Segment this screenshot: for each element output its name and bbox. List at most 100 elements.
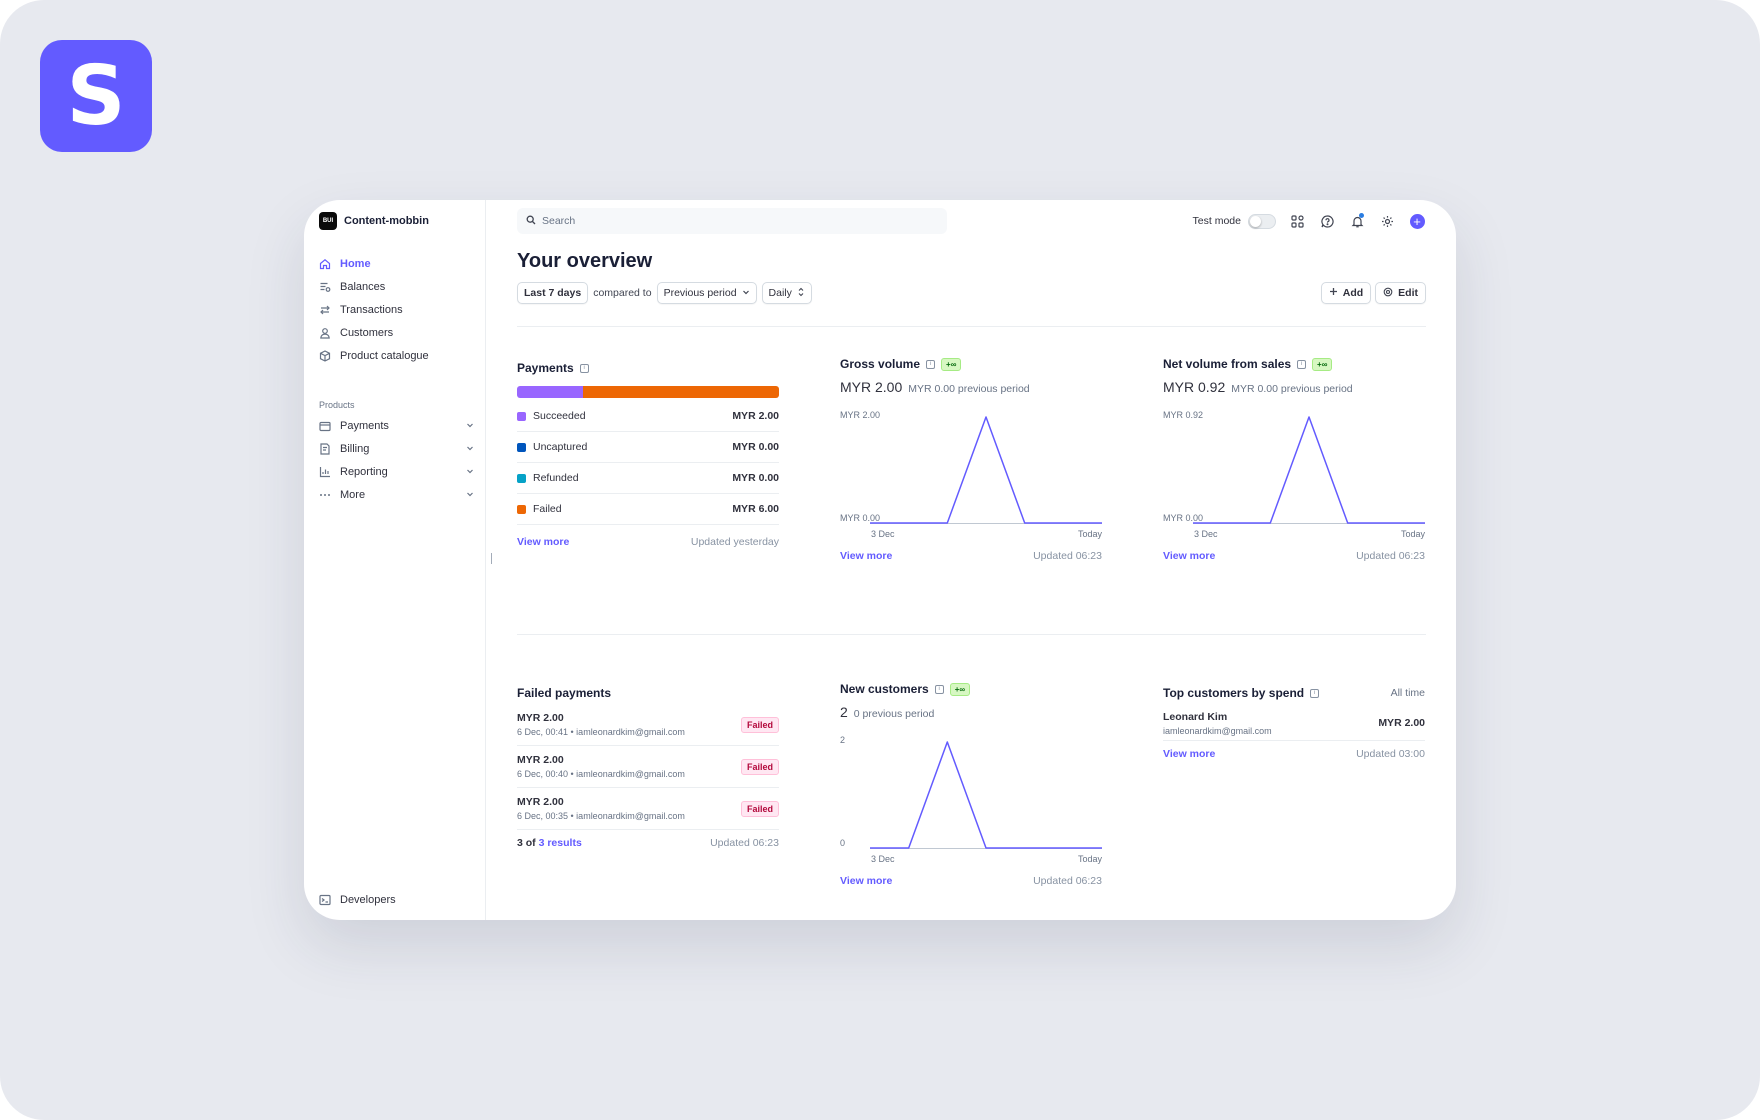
help-icon[interactable] (1318, 212, 1336, 230)
legend-row-uncaptured: Uncaptured MYR 0.00 (517, 432, 779, 463)
top-customers-title: Top customers by spend (1163, 686, 1305, 700)
sidebar-item-balances[interactable]: Balances (318, 275, 480, 298)
line-chart-svg (870, 741, 1102, 849)
legend-label: Uncaptured (533, 441, 588, 453)
updated-text: Updated yesterday (690, 536, 779, 548)
chevron-down-icon[interactable] (466, 466, 474, 478)
view-more-link[interactable]: View more (840, 550, 893, 562)
sidebar-item-label: Transactions (340, 303, 403, 316)
net-volume-chart: MYR 0.92 MYR 0.00 3 Dec Today (1163, 409, 1425, 549)
test-mode-toggle[interactable] (1248, 213, 1276, 229)
sidebar-item-home[interactable]: Home (318, 252, 480, 275)
billing-icon (318, 442, 332, 456)
view-more-link[interactable]: View more (517, 536, 570, 548)
edit-button[interactable]: Edit (1375, 282, 1426, 304)
compared-to-label: compared to (593, 287, 652, 299)
sidebar-item-developers[interactable]: Developers (318, 888, 480, 911)
interval-select[interactable]: Daily (761, 282, 812, 304)
apps-icon[interactable] (1288, 212, 1306, 230)
transactions-icon (318, 303, 332, 317)
date-range-button[interactable]: Last 7 days (517, 282, 589, 304)
chevron-up-down-icon (797, 287, 805, 300)
failed-segment (582, 386, 779, 398)
main-nav: Home Balances Transactions Customers Pro… (318, 252, 480, 367)
updated-text: Updated 06:23 (1356, 550, 1425, 562)
updated-text: Updated 06:23 (710, 837, 779, 849)
create-plus-icon[interactable]: + (1408, 212, 1426, 230)
new-customers-footer: View more Updated 06:23 (840, 875, 1102, 887)
chevron-down-icon[interactable] (466, 443, 474, 455)
test-mode-control: Test mode (1193, 213, 1276, 229)
sidebar-item-payments[interactable]: Payments (318, 414, 480, 437)
search-bar[interactable]: Search (517, 208, 947, 234)
sidebar-item-customers[interactable]: Customers (318, 321, 480, 344)
products-section-label: Products (319, 400, 355, 410)
failed-dot (517, 504, 526, 514)
sidebar-item-label: Reporting (340, 465, 388, 478)
new-customers-chart: 2 0 3 Dec Today (840, 734, 1102, 874)
settings-gear-icon[interactable] (1378, 212, 1396, 230)
legend-label: Refunded (533, 472, 579, 484)
developers-nav: Developers (318, 888, 480, 911)
net-volume-title: Net volume from sales (1163, 357, 1292, 371)
top-customer-row[interactable]: Leonard Kim iamleonardkim@gmail.com MYR … (1163, 706, 1425, 741)
chevron-down-icon[interactable] (466, 489, 474, 501)
account-name: Content-mobbin (344, 215, 429, 227)
series-line (1193, 416, 1425, 524)
plus-icon (1329, 287, 1338, 299)
metric-value: MYR 2.00 (840, 379, 903, 395)
info-icon[interactable]: i (579, 363, 589, 373)
sidebar-item-transactions[interactable]: Transactions (318, 298, 480, 321)
legend-value: MYR 0.00 (732, 441, 779, 453)
payments-title: Payments (517, 361, 574, 375)
view-more-link[interactable]: View more (840, 875, 893, 887)
results-count-prefix: 3 of (517, 837, 536, 849)
comparison-period-select[interactable]: Previous period (656, 282, 757, 304)
notifications-bell-icon[interactable] (1348, 212, 1366, 230)
x-axis-start-label: 3 Dec (1194, 529, 1218, 539)
status-badge: Failed (740, 716, 779, 733)
view-more-link[interactable]: View more (1163, 748, 1216, 760)
metric-previous: 0 previous period (853, 708, 935, 720)
line-chart-svg (1193, 416, 1425, 524)
y-axis-bottom-label: 0 (840, 838, 846, 848)
refunded-dot (517, 473, 526, 483)
interval-value: Daily (768, 287, 792, 299)
notification-dot (1359, 213, 1364, 218)
info-icon[interactable]: i (1310, 688, 1320, 698)
customer-email: iamleonardkim@gmail.com (1163, 725, 1272, 736)
info-icon[interactable]: i (934, 684, 944, 694)
failed-payment-row[interactable]: MYR 2.00 6 Dec, 00:40 • iamleonardkim@gm… (517, 746, 779, 788)
comparison-period-value: Previous period (663, 287, 737, 299)
sidebar-item-label: More (340, 488, 366, 501)
metric-previous: MYR 0.00 previous period (908, 383, 1030, 395)
customer-name: Leonard Kim (1163, 710, 1228, 723)
sidebar-item-label: Balances (340, 280, 386, 293)
failed-payments-header: Failed payments (517, 686, 779, 700)
sidebar-item-reporting[interactable]: Reporting (318, 460, 480, 483)
gross-volume-chart: MYR 2.00 MYR 0.00 3 Dec Today (840, 409, 1102, 549)
new-customers-header: New customers i +∞ (840, 682, 1102, 696)
add-button[interactable]: Add (1320, 282, 1372, 304)
x-axis-start-label: 3 Dec (871, 529, 895, 539)
sidebar-item-billing[interactable]: Billing (318, 437, 480, 460)
results-link[interactable]: 3 results (538, 837, 582, 849)
info-icon[interactable]: i (926, 359, 936, 369)
header-divider (517, 326, 1426, 327)
y-axis-top-label: MYR 0.92 (1163, 410, 1204, 420)
view-more-link[interactable]: View more (1163, 550, 1216, 562)
failed-payments-title: Failed payments (517, 686, 612, 700)
sidebar-item-label: Payments (340, 419, 389, 432)
failed-payment-row[interactable]: MYR 2.00 6 Dec, 00:35 • iamleonardkim@gm… (517, 788, 779, 830)
updated-text: Updated 06:23 (1033, 550, 1102, 562)
sidebar-item-more[interactable]: More (318, 483, 480, 506)
account-switcher[interactable]: BUI Content-mobbin (319, 212, 429, 230)
info-icon[interactable]: i (1297, 359, 1307, 369)
sidebar-item-product-catalogue[interactable]: Product catalogue (318, 344, 480, 367)
chevron-down-icon[interactable] (466, 420, 474, 432)
top-right-controls: Test mode + (1193, 210, 1426, 232)
sidebar-item-label: Customers (340, 326, 394, 339)
sidebar-resize-handle[interactable] (491, 553, 492, 564)
failed-payment-row[interactable]: MYR 2.00 6 Dec, 00:41 • iamleonardkim@gm… (517, 704, 779, 746)
sidebar-item-label: Billing (340, 442, 370, 455)
